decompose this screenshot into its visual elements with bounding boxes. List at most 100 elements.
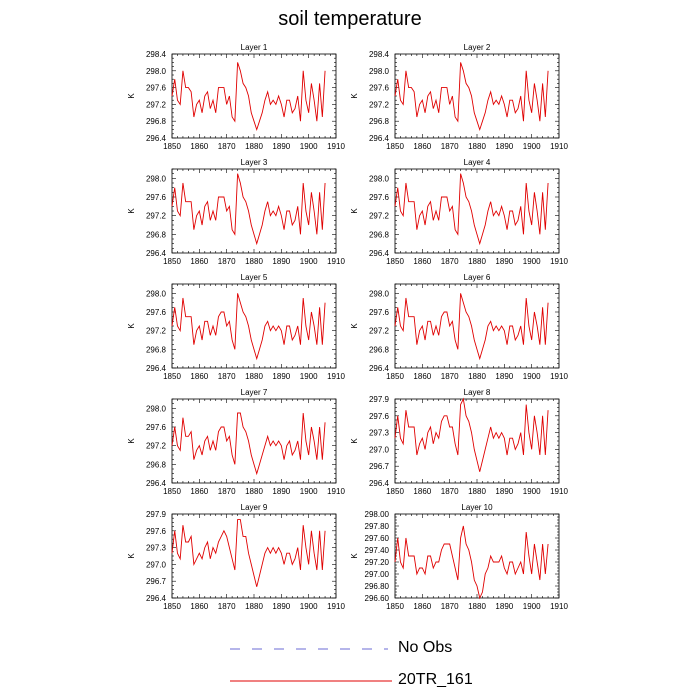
panel-title: Layer 2: [464, 43, 491, 52]
y-tick-label: 296.4: [369, 249, 390, 258]
x-tick-label: 1910: [327, 372, 345, 381]
y-tick-label: 296.4: [146, 134, 167, 143]
chart-panel-layer-3: Layer 3 K 1850 1860 1870 1880 1890 1900 1910 298.…: [127, 158, 345, 266]
y-tick-label: 296.8: [369, 345, 390, 354]
x-tick-label: 1870: [218, 602, 236, 611]
x-tick-label: 1870: [218, 142, 236, 151]
y-tick-label: 296.4: [146, 479, 167, 488]
y-tick-label: 297.6: [146, 423, 167, 432]
plot-frame: [171, 168, 337, 254]
x-tick-label: 1890: [495, 372, 513, 381]
chart-panel-layer-9: Layer 9 K 1850 1860 1870 1880 1890 1900 1910 297.…: [127, 503, 345, 611]
x-tick-label: 1870: [441, 372, 459, 381]
y-axis-label: K: [127, 323, 136, 329]
x-tick-label: 1910: [550, 602, 568, 611]
y-tick-label: 297.6: [146, 308, 167, 317]
x-tick-label: 1860: [413, 487, 431, 496]
y-axis-label: K: [127, 438, 136, 444]
y-tick-label: 297.2: [146, 327, 167, 336]
x-tick-label: 1910: [550, 142, 568, 151]
y-tick-label: 297.3: [369, 429, 390, 438]
x-tick-label: 1880: [245, 257, 263, 266]
y-tick-label: 298.0: [146, 174, 167, 183]
plot-frame: [394, 53, 560, 139]
y-axis-label: K: [127, 93, 136, 99]
y-axis-label: K: [350, 438, 359, 444]
y-axis-label: K: [350, 323, 359, 329]
x-tick-label: 1870: [218, 487, 236, 496]
y-tick-label: 297.6: [369, 193, 390, 202]
y-tick-label: 297.00: [365, 570, 390, 579]
x-tick-label: 1900: [300, 372, 318, 381]
x-tick-label: 1890: [495, 142, 513, 151]
x-tick-label: 1910: [550, 257, 568, 266]
plot-frame: [171, 398, 337, 484]
x-tick-label: 1850: [386, 257, 404, 266]
x-tick-label: 1850: [163, 602, 181, 611]
x-tick-label: 1870: [441, 257, 459, 266]
x-tick-label: 1850: [386, 372, 404, 381]
series-line-20tr-161: [171, 293, 326, 361]
y-tick-label: 297.80: [365, 522, 390, 531]
x-tick-label: 1890: [495, 257, 513, 266]
y-tick-label: 296.80: [365, 582, 390, 591]
y-tick-label: 297.6: [369, 308, 390, 317]
x-tick-label: 1870: [441, 142, 459, 151]
y-tick-label: 298.0: [369, 289, 390, 298]
x-tick-label: 1860: [190, 257, 208, 266]
x-tick-label: 1900: [300, 487, 318, 496]
panel-title: Layer 6: [464, 273, 491, 282]
x-tick-label: 1860: [413, 257, 431, 266]
y-tick-label: 297.6: [369, 84, 390, 93]
chart-panel-layer-8: Layer 8 K 1850 1860 1870 1880 1890 1900 1910 297.…: [350, 388, 568, 496]
chart-panel-layer-2: Layer 2 K 1850 1860 1870 1880 1890 1900 1910 298.…: [350, 43, 568, 151]
chart-panel-layer-4: Layer 4 K 1850 1860 1870 1880 1890 1900 1910 298.…: [350, 158, 568, 266]
y-tick-label: 296.8: [146, 117, 167, 126]
panel-title: Layer 8: [464, 388, 491, 397]
y-tick-label: 297.6: [146, 84, 167, 93]
plot-frame: [171, 53, 337, 139]
x-tick-label: 1900: [300, 602, 318, 611]
y-tick-label: 298.0: [146, 404, 167, 413]
x-tick-label: 1900: [523, 372, 541, 381]
series-line-20tr-161: [171, 173, 326, 246]
series-line-20tr-161: [171, 519, 326, 587]
y-tick-label: 297.9: [146, 510, 167, 519]
y-tick-label: 298.0: [146, 67, 167, 76]
x-tick-label: 1880: [245, 487, 263, 496]
y-axis-label: K: [127, 553, 136, 559]
x-tick-label: 1850: [386, 602, 404, 611]
x-tick-label: 1880: [245, 142, 263, 151]
series-line-20tr-161: [394, 397, 549, 472]
x-tick-label: 1910: [550, 487, 568, 496]
x-tick-label: 1860: [190, 372, 208, 381]
y-tick-label: 297.2: [369, 327, 390, 336]
panel-title: Layer 7: [241, 388, 268, 397]
x-tick-label: 1890: [272, 257, 290, 266]
plot-frame: [394, 283, 560, 369]
y-tick-label: 296.7: [369, 462, 390, 471]
x-tick-label: 1900: [523, 602, 541, 611]
x-tick-label: 1900: [523, 487, 541, 496]
panel-title: Layer 1: [241, 43, 268, 52]
y-tick-label: 298.4: [369, 50, 390, 59]
x-tick-label: 1890: [495, 602, 513, 611]
x-tick-label: 1880: [468, 257, 486, 266]
y-tick-label: 297.6: [146, 193, 167, 202]
y-tick-label: 296.8: [146, 460, 167, 469]
y-tick-label: 296.4: [369, 364, 390, 373]
x-tick-label: 1900: [523, 257, 541, 266]
x-tick-label: 1900: [300, 142, 318, 151]
y-axis-label: K: [350, 93, 359, 99]
series-line-20tr-161: [394, 525, 549, 600]
plot-frame: [171, 283, 337, 369]
x-tick-label: 1870: [441, 487, 459, 496]
y-tick-label: 297.2: [369, 100, 390, 109]
x-tick-label: 1910: [550, 372, 568, 381]
y-tick-label: 298.0: [369, 174, 390, 183]
plot-frame: [394, 398, 560, 484]
y-tick-label: 296.8: [146, 345, 167, 354]
series-line-20tr-161: [394, 173, 549, 246]
panel-title: Layer 4: [464, 158, 491, 167]
y-axis-label: K: [350, 553, 359, 559]
